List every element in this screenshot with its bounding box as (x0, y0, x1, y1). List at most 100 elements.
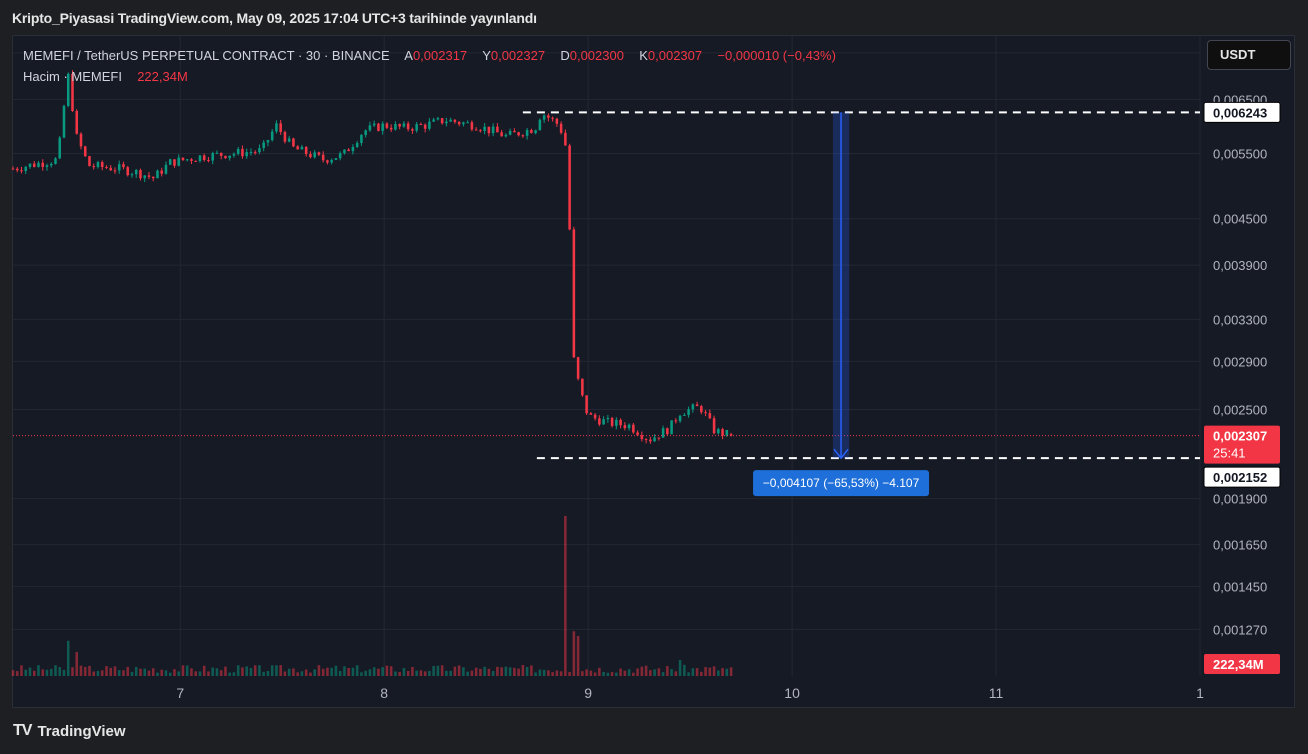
candle-body (83, 146, 87, 157)
candle-body (725, 429, 729, 436)
candle-body (219, 152, 223, 156)
tradingview-brand-text: TradingView (37, 722, 126, 740)
volume-bar (219, 670, 223, 676)
volume-bar (712, 666, 716, 676)
candle-body (207, 159, 210, 161)
volume-bar (79, 665, 83, 676)
candle-body (202, 155, 206, 160)
candle-body (500, 132, 503, 137)
candle-body (236, 148, 240, 154)
volume-bar (287, 668, 291, 676)
volume-bar (649, 670, 652, 676)
candle-body (423, 124, 427, 129)
volume-bar (32, 670, 36, 676)
candle-body (372, 123, 376, 126)
candle-body (20, 170, 23, 172)
volume-bar (109, 667, 113, 676)
candle-body (37, 162, 40, 167)
last-price-tag-bg (1204, 425, 1280, 464)
currency-unit-button[interactable]: USDT (1207, 40, 1291, 70)
candle-body (139, 170, 142, 179)
volume-bar (653, 669, 656, 676)
volume-bar (666, 666, 669, 676)
volume-bar (355, 665, 359, 676)
volume-value: 222,34M (137, 69, 188, 84)
candle-body (321, 154, 325, 161)
candle-body (32, 163, 36, 167)
tradingview-logo-icon: TV (13, 722, 32, 739)
volume-bar (151, 668, 155, 676)
volume-bar (411, 666, 414, 676)
candle-body (96, 162, 100, 167)
volume-bar (62, 669, 66, 676)
chart-legend: MEMEFI / TetherUS PERPETUAL CONTRACT · 3… (23, 45, 836, 87)
volume-bar (615, 672, 618, 676)
candle-body (576, 357, 580, 379)
price-axis-tick: 0,003900 (1213, 258, 1267, 273)
price-axis-tick: 0,003300 (1213, 312, 1267, 327)
candle-body (411, 129, 414, 131)
candle-body (440, 118, 444, 124)
volume-bar (334, 665, 338, 676)
volume-bar (300, 671, 304, 676)
candle-body (593, 414, 597, 419)
volume-bar (147, 670, 151, 676)
volume-bar (24, 669, 28, 676)
candle-body (122, 164, 125, 168)
volume-bar (296, 672, 299, 676)
volume-bar (483, 666, 486, 676)
candle-body (508, 130, 512, 135)
candle-body (449, 119, 452, 122)
volume-indicator-label[interactable]: Hacim · MEMEFI (23, 69, 122, 84)
volume-bar (385, 665, 389, 676)
candle-body (385, 123, 389, 128)
volume-bar (181, 665, 185, 676)
candle-body (262, 142, 265, 149)
volume-bar (551, 672, 554, 676)
low-value: 0,002300 (569, 48, 624, 63)
volume-bar (581, 671, 584, 676)
volume-bar (534, 672, 537, 676)
measure-top-price-tag: 0,006243 (1213, 105, 1267, 120)
candle-body (644, 439, 648, 441)
volume-bar (215, 668, 219, 676)
symbol-title[interactable]: MEMEFI / TetherUS PERPETUAL CONTRACT · 3… (23, 48, 390, 63)
volume-bar (521, 664, 525, 676)
candle-body (581, 378, 584, 396)
candle-body (483, 126, 486, 131)
volume-bar (96, 670, 100, 676)
candle-body (117, 164, 121, 171)
volume-bar (729, 667, 733, 676)
volume-bar (415, 670, 418, 676)
candle-body (49, 163, 53, 166)
volume-bar (593, 672, 597, 676)
candle-body (368, 125, 372, 131)
volume-bar (632, 672, 635, 676)
volume-bar (636, 668, 639, 676)
candle-body (521, 135, 525, 137)
candle-body (41, 162, 45, 167)
candle-body (355, 142, 359, 147)
candle-body (606, 418, 610, 420)
candle-body (406, 123, 410, 130)
candle-body (402, 123, 406, 127)
candle-body (610, 418, 614, 426)
candle-body (105, 166, 108, 168)
candle-body (547, 115, 550, 118)
volume-bar (122, 670, 125, 676)
candle-body (555, 118, 559, 124)
time-axis-tick: 7 (176, 685, 184, 701)
volume-bar (232, 672, 236, 676)
volume-bar (683, 664, 686, 676)
candle-body (678, 415, 682, 422)
time-axis-tick: 1 (1196, 685, 1204, 701)
time-axis-tick: 11 (989, 685, 1004, 701)
volume-bar (559, 671, 563, 676)
candle-body (215, 152, 219, 154)
candle-body (457, 121, 461, 125)
volume-bar (572, 631, 576, 676)
volume-bar (330, 667, 333, 676)
volume-bar (377, 668, 380, 676)
candle-body (589, 413, 593, 415)
